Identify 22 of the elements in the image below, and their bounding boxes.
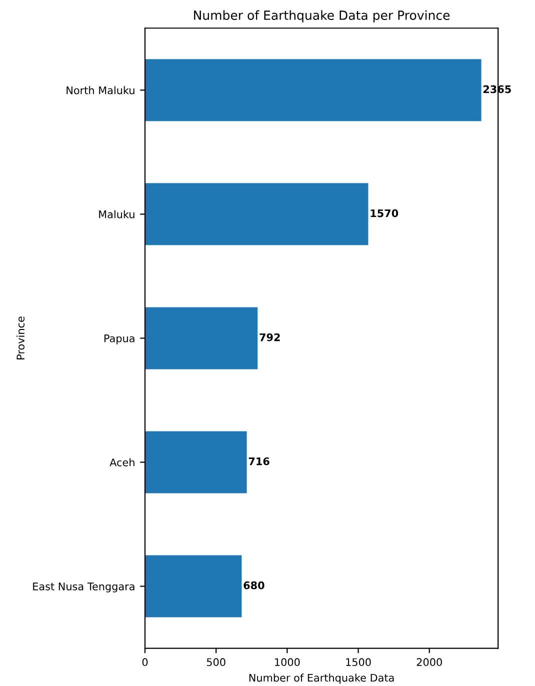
bar	[144, 431, 247, 494]
x-tick-label: 0	[142, 658, 148, 666]
data-label: 792	[260, 333, 280, 342]
x-tick-label: 1000	[275, 658, 300, 666]
data-label: 1570	[370, 209, 398, 218]
x-tick-label: 1500	[346, 658, 371, 666]
x-tick-label: 2000	[416, 658, 442, 666]
y-tick-label: East Nusa Tenggara	[33, 582, 134, 592]
bar	[144, 307, 258, 370]
x-axis-title: Number of Earthquake Data	[249, 674, 394, 684]
bar	[144, 59, 482, 122]
chart-title: Number of Earthquake Data per Province	[194, 10, 450, 22]
y-axis-title: Province	[16, 316, 25, 360]
bar	[144, 555, 242, 618]
data-label: 716	[248, 457, 270, 466]
y-tick-label: Papua	[104, 334, 134, 344]
y-tick-label: Maluku	[99, 210, 134, 218]
y-tick-label: Aceh	[110, 458, 134, 466]
y-tick-label: North Maluku	[66, 86, 134, 94]
bar	[144, 183, 368, 246]
data-label: 680	[244, 581, 264, 590]
x-tick-label: 500	[206, 658, 226, 666]
